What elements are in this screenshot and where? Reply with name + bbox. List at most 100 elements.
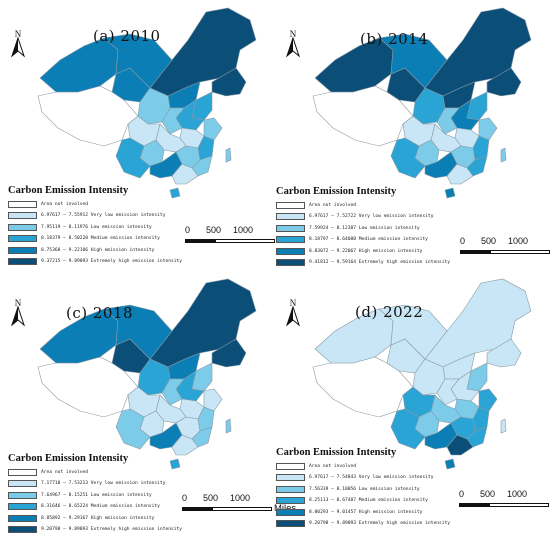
- svg-text:N: N: [290, 298, 297, 308]
- scale-mid: 500: [481, 236, 497, 246]
- legend-label: 6.97617 — 7.54843 Very low emission inte…: [309, 475, 434, 481]
- legend: Carbon Emission Intensity Area not invol…: [8, 185, 182, 268]
- legend-swatch: [8, 480, 37, 488]
- region-15: [191, 426, 213, 448]
- north-arrow-icon: N: [10, 29, 26, 58]
- legend-title: Carbon Emission Intensity: [276, 186, 397, 197]
- legend-item: 7.17710 — 7.53213 Very low emission inte…: [8, 479, 182, 490]
- legend-swatch: [276, 497, 305, 505]
- legend-item: 9.20798 — 9.89093 Extremely high emissio…: [276, 519, 450, 530]
- map-panel-2018: N (c) 2018 Carbon Emission Intensity Are…: [0, 269, 296, 537]
- legend-item: 8.18797 — 8.64080 Medium emission intens…: [276, 235, 450, 246]
- scale-mid: 500: [203, 493, 219, 503]
- legend-swatch: [8, 246, 37, 254]
- region-9: [478, 117, 498, 141]
- scale-mid: 500: [480, 489, 496, 499]
- scale-segment-black: [459, 502, 489, 507]
- legend-swatch: [8, 235, 37, 243]
- scale-max: 1000: [508, 236, 529, 246]
- scale-segment-black: [185, 238, 215, 243]
- panel-title: (c) 2018: [66, 304, 134, 322]
- scale-max: 1000: [230, 493, 251, 503]
- legend-swatch: [8, 514, 37, 522]
- scale-zero: 0: [185, 225, 191, 235]
- north-arrow-icon: N: [10, 298, 26, 327]
- legend-item: 9.41812 — 9.59164 Extremely high emissio…: [276, 258, 450, 269]
- legend-item: 6.97617 — 7.52722 Very low emission inte…: [276, 212, 450, 223]
- region-9: [203, 117, 223, 141]
- legend-label: 9.20798 — 9.89093 Extremely high emissio…: [309, 521, 451, 527]
- legend-item: 8.83072 — 9.22067 High emission intensit…: [276, 246, 450, 257]
- legend-swatch: [276, 485, 305, 493]
- legend-label: 9.37215 — 9.89093 Extremely high emissio…: [41, 259, 183, 265]
- legend-label: 8.85892 — 9.29167 High emission intensit…: [41, 515, 155, 521]
- region-20: [446, 434, 474, 456]
- svg-text:N: N: [15, 298, 22, 308]
- legend: Carbon Emission Intensity Area not invol…: [8, 453, 182, 536]
- legend-label: Area not involved: [309, 463, 357, 469]
- legend-label: 8.25113 — 8.67487 Medium emission intens…: [309, 498, 428, 504]
- legend-swatch: [8, 468, 37, 476]
- scale-zero: 0: [460, 236, 466, 246]
- scale-segment-white: [215, 238, 275, 243]
- china-map: [312, 7, 532, 199]
- legend-swatch: [276, 259, 305, 267]
- legend-label: 9.41812 — 9.59164 Extremely high emissio…: [309, 260, 451, 266]
- legend-label: Area not involved: [309, 202, 357, 208]
- north-arrow-icon: N: [285, 29, 301, 58]
- legend-label: 6.97617 — 7.55912 Very low emission inte…: [41, 213, 166, 219]
- legend-item: 8.85892 — 9.29167 High emission intensit…: [8, 513, 182, 524]
- legend-swatch: [276, 201, 305, 209]
- scale-unit: Miles: [274, 503, 296, 514]
- panel-title: (d) 2022: [355, 303, 424, 321]
- legend-label: 6.97617 — 7.52722 Very low emission inte…: [309, 214, 434, 220]
- region-15: [466, 426, 488, 448]
- china-map: [37, 7, 257, 199]
- legend-label: 8.18379 — 8.50220 Medium emission intens…: [41, 236, 160, 242]
- legend-label: 8.83072 — 9.22067 High emission intensit…: [309, 248, 423, 254]
- svg-text:N: N: [15, 29, 22, 39]
- scale-bar: 0 500 1000 Miles: [460, 236, 550, 257]
- legend-label: 7.95119 — 8.11976 Low emission intensity: [41, 224, 152, 230]
- region-9: [478, 388, 498, 412]
- legend-title: Carbon Emission Intensity: [8, 185, 129, 196]
- scale-mid: 500: [206, 225, 222, 235]
- scale-segment-white: [489, 502, 549, 507]
- legend-item: 6.97617 — 7.55912 Very low emission inte…: [8, 211, 182, 222]
- legend-swatch: [276, 247, 305, 255]
- legend-swatch: [276, 520, 305, 528]
- legend-item: 7.64967 — 8.15251 Low emission intensity: [8, 490, 182, 501]
- legend-item: Area not involved: [276, 200, 450, 211]
- legend-swatch: [8, 258, 37, 266]
- legend-swatch: [276, 462, 305, 470]
- legend-item: 7.56339 — 8.10056 Low emission intensity: [276, 484, 450, 495]
- legend-swatch: [8, 503, 37, 511]
- legend-swatch: [8, 200, 37, 208]
- legend-swatch: [276, 508, 305, 516]
- island-0: [500, 147, 507, 163]
- legend-item: 8.18379 — 8.50220 Medium emission intens…: [8, 234, 182, 245]
- legend-item: 8.75368 — 9.22106 High emission intensit…: [8, 245, 182, 256]
- legend-item: 9.37215 — 9.89093 Extremely high emissio…: [8, 257, 182, 268]
- region-15: [191, 155, 213, 177]
- map-panel-2010: N (a) 2010 Carbon Emission Intensity Are…: [0, 0, 299, 268]
- legend-item: 8.25113 — 8.67487 Medium emission intens…: [276, 496, 450, 507]
- legend-label: 9.20798 — 9.89093 Extremely high emissio…: [41, 527, 183, 533]
- legend-item: Area not involved: [8, 199, 182, 210]
- legend-item: 8.31646 — 8.65224 Medium emission intens…: [8, 502, 182, 513]
- scale-segment-white: [490, 249, 550, 254]
- legend-swatch: [276, 236, 305, 244]
- region-21: [169, 458, 181, 470]
- legend-swatch: [8, 223, 37, 231]
- legend-swatch: [276, 474, 305, 482]
- legend-label: 7.59924 — 8.12387 Low emission intensity: [309, 225, 420, 231]
- scale-zero: 0: [182, 493, 188, 503]
- region-20: [171, 434, 199, 456]
- china-map: [312, 278, 532, 470]
- scale-max: 1000: [233, 225, 254, 235]
- panel-title: (b) 2014: [360, 30, 429, 48]
- legend-label: Area not involved: [41, 469, 89, 475]
- island-0: [500, 418, 507, 434]
- legend-swatch: [276, 213, 305, 221]
- legend: Carbon Emission Intensity Area not invol…: [276, 186, 450, 269]
